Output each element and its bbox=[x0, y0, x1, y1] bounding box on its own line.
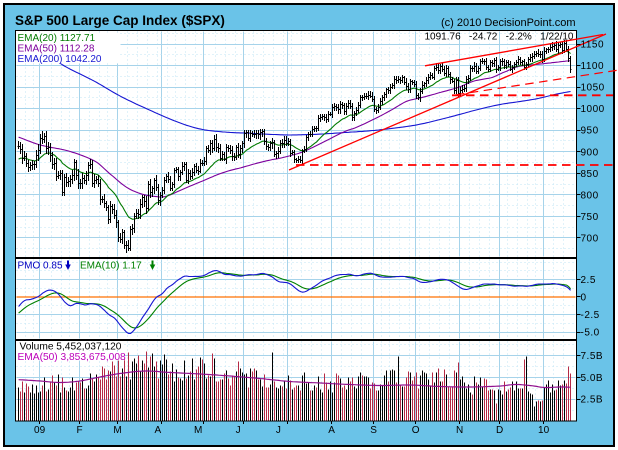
svg-text:EMA(50) 3,853,675,008: EMA(50) 3,853,675,008 bbox=[18, 352, 127, 363]
svg-text:-2.5: -2.5 bbox=[581, 310, 600, 321]
svg-text:(c) 2010 DecisionPoint.com: (c) 2010 DecisionPoint.com bbox=[441, 17, 576, 29]
svg-text:7.5B: 7.5B bbox=[581, 351, 604, 362]
svg-text:M: M bbox=[194, 425, 202, 436]
svg-text:10: 10 bbox=[538, 425, 550, 436]
svg-text:1050: 1050 bbox=[581, 83, 605, 94]
svg-text:800: 800 bbox=[581, 190, 599, 201]
svg-text:D: D bbox=[496, 425, 503, 436]
svg-text:5.0B: 5.0B bbox=[581, 373, 604, 384]
svg-text:A: A bbox=[328, 425, 335, 436]
svg-text:S: S bbox=[370, 425, 377, 436]
svg-text:EMA(10) 1.17: EMA(10) 1.17 bbox=[80, 261, 142, 272]
svg-text:850: 850 bbox=[581, 169, 599, 180]
svg-text:700: 700 bbox=[581, 233, 599, 244]
svg-text:09: 09 bbox=[34, 425, 46, 436]
svg-text:1150: 1150 bbox=[581, 40, 605, 51]
svg-text:Volume 5,452,037,120: Volume 5,452,037,120 bbox=[20, 342, 122, 353]
svg-text:J: J bbox=[236, 425, 241, 436]
svg-text:1091.76 -24.72 -2.2% 1/2: 1091.76 -24.72 -2.2% 1/22/10 bbox=[425, 32, 574, 43]
svg-text:1100: 1100 bbox=[581, 61, 605, 72]
svg-text:EMA(200) 1042.20: EMA(200) 1042.20 bbox=[18, 54, 102, 65]
svg-text:S&P 500 Large Cap Index ($SPX): S&P 500 Large Cap Index ($SPX) bbox=[15, 13, 225, 28]
svg-text:900: 900 bbox=[581, 147, 599, 158]
svg-text:EMA(20) 1127.71: EMA(20) 1127.71 bbox=[18, 33, 96, 44]
svg-text:750: 750 bbox=[581, 212, 599, 223]
svg-text:-5.0: -5.0 bbox=[581, 328, 600, 339]
svg-text:EMA(50) 1112.28: EMA(50) 1112.28 bbox=[18, 44, 95, 55]
svg-text:2.5: 2.5 bbox=[581, 275, 596, 286]
svg-text:2.5B: 2.5B bbox=[581, 395, 604, 406]
svg-text:J: J bbox=[276, 425, 281, 436]
svg-text:0: 0 bbox=[581, 293, 587, 304]
svg-text:M: M bbox=[113, 425, 121, 436]
svg-text:PMO 0.85: PMO 0.85 bbox=[18, 261, 63, 272]
svg-text:N: N bbox=[456, 425, 463, 436]
svg-text:O: O bbox=[412, 425, 420, 436]
svg-text:A: A bbox=[154, 425, 161, 436]
svg-text:F: F bbox=[77, 425, 83, 436]
svg-text:1000: 1000 bbox=[581, 104, 605, 115]
svg-text:950: 950 bbox=[581, 126, 599, 137]
